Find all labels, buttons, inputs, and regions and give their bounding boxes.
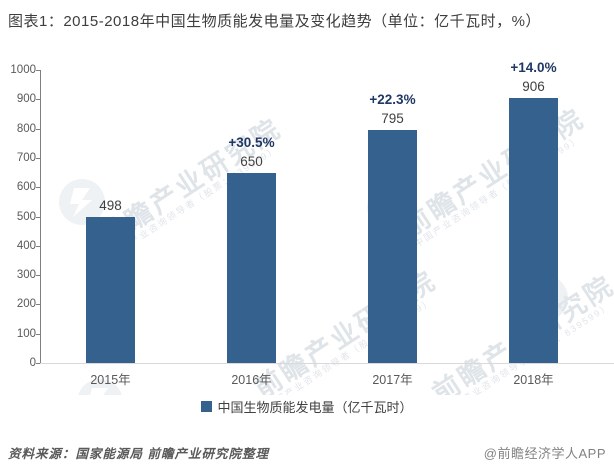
y-axis-tick-mark — [36, 128, 40, 130]
y-axis-tick-mark — [36, 216, 40, 218]
growth-rate-label: +14.0% — [510, 59, 557, 75]
legend-label: 中国生物质能发电量（亿千瓦时） — [217, 399, 413, 415]
chart-title: 图表1：2015-2018年中国生物质能发电量及变化趋势（单位：亿千瓦时，%） — [8, 13, 541, 30]
source-note: 资料来源：国家能源局 前瞻产业研究院整理 — [8, 447, 269, 461]
y-axis-line — [40, 70, 41, 363]
x-axis-category-label: 2015年 — [90, 373, 131, 387]
growth-rate-label: +22.3% — [369, 92, 416, 108]
y-axis-tick-mark — [36, 275, 40, 277]
y-axis-tick-mark — [36, 304, 40, 306]
y-axis-tick-label: 100 — [16, 327, 36, 340]
y-axis-tick-label: 600 — [16, 181, 36, 194]
bar-value-label: 906 — [522, 78, 545, 94]
growth-rate-label: +30.5% — [228, 134, 275, 150]
y-axis-tick-mark — [36, 333, 40, 335]
bar-2015年[interactable] — [86, 217, 135, 363]
x-axis-category-label: 2018年 — [513, 373, 554, 387]
y-axis-tick-label: 300 — [16, 269, 36, 282]
y-axis-tick-mark — [36, 187, 40, 189]
y-axis-tick-mark — [36, 245, 40, 247]
y-axis-tick-mark — [36, 99, 40, 101]
bar-2018年[interactable] — [509, 97, 558, 363]
y-axis-tick-mark — [36, 157, 40, 159]
x-axis-category-label: 2017年 — [372, 373, 413, 387]
y-axis-tick-label: 700 — [16, 151, 36, 164]
y-axis-tick-label: 900 — [16, 93, 36, 106]
y-axis-tick-label: 800 — [16, 122, 36, 135]
x-axis-category-label: 2016年 — [231, 373, 272, 387]
y-axis-tick-label: 1000 — [10, 64, 36, 76]
y-axis-tick-mark — [36, 363, 40, 364]
y-axis-tick-label: 0 — [29, 357, 36, 369]
chart-legend: 中国生物质能发电量（亿千瓦时） — [0, 396, 614, 416]
bar-chart-area: 前瞻产业研究院 中国产业咨询领导者（股票：839599） 前瞻产业研究院 中国产业咨询… — [0, 50, 614, 395]
y-axis-tick-mark — [36, 70, 40, 71]
bar-2016年[interactable] — [227, 172, 276, 363]
legend-swatch-icon — [201, 400, 213, 412]
y-axis-tick-label: 500 — [16, 210, 36, 223]
bar-value-label: 650 — [240, 153, 263, 169]
y-axis-tick-label: 400 — [16, 239, 36, 252]
credit-note: @前瞻经济学人APP — [483, 446, 606, 461]
watermark-text: 前瞻产业研究院中国产业咨询领导者（股票：839599） — [397, 102, 590, 250]
bar-2017年[interactable] — [368, 130, 417, 363]
bar-value-label: 795 — [381, 111, 404, 127]
x-axis-line — [40, 363, 614, 364]
bar-value-label: 498 — [99, 198, 122, 214]
y-axis-tick-label: 200 — [16, 298, 36, 311]
